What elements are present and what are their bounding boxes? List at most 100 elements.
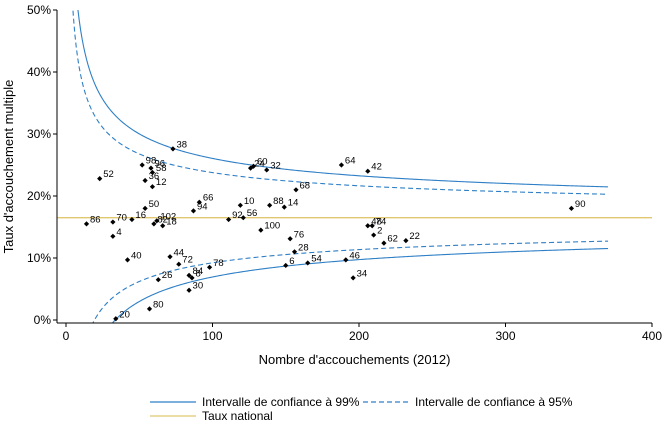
data-point-label: 44 bbox=[174, 247, 185, 258]
data-point-marker bbox=[287, 236, 293, 242]
data-point-marker bbox=[142, 177, 148, 184]
data-point-marker bbox=[190, 208, 197, 214]
data-point-label: 98 bbox=[146, 156, 157, 167]
data-point-label: 54 bbox=[311, 253, 322, 264]
data-point-label: 74 bbox=[376, 216, 387, 227]
data-point-marker bbox=[258, 227, 264, 233]
data-point-label: 88 bbox=[273, 196, 284, 207]
data-point-marker bbox=[267, 202, 273, 208]
data-point-label: 46 bbox=[349, 250, 360, 261]
data-point-label: 84 bbox=[193, 266, 204, 277]
data-point-marker bbox=[350, 275, 356, 281]
x-tick-label: 300 bbox=[495, 329, 515, 343]
data-point-label: 26 bbox=[162, 270, 173, 281]
data-point-marker bbox=[155, 277, 161, 283]
data-point-label: 36 bbox=[149, 171, 160, 182]
data-point-label: 56 bbox=[247, 208, 258, 219]
x-tick-label: 0 bbox=[63, 329, 70, 343]
data-point-label: 62 bbox=[387, 234, 398, 245]
data-point-label: 102 bbox=[160, 211, 176, 222]
data-point-label: 32 bbox=[270, 160, 281, 171]
data-point-label: 70 bbox=[116, 213, 127, 224]
x-tick-label: 400 bbox=[642, 329, 662, 343]
data-point-marker bbox=[113, 316, 119, 322]
data-point-marker bbox=[343, 257, 349, 263]
data-point-label: 90 bbox=[575, 199, 586, 210]
data-point-marker bbox=[97, 176, 103, 182]
data-point-label: 86 bbox=[90, 214, 101, 225]
data-point-marker bbox=[371, 232, 377, 238]
data-point-marker bbox=[129, 216, 135, 223]
y-tick-label: 40% bbox=[27, 65, 51, 79]
data-point-label: 48 bbox=[371, 216, 382, 227]
y-tick-label: 20% bbox=[27, 189, 51, 203]
x-tick-label: 200 bbox=[349, 329, 369, 343]
data-point-label: 52 bbox=[103, 169, 114, 180]
data-point-label: 72 bbox=[182, 255, 193, 266]
data-point-marker bbox=[124, 257, 131, 263]
data-point-label: 58 bbox=[156, 163, 167, 174]
data-point-label: 80 bbox=[153, 299, 164, 310]
y-tick-label: 50% bbox=[27, 3, 51, 17]
y-tick-label: 10% bbox=[27, 251, 51, 265]
data-point-label: 66 bbox=[203, 193, 214, 204]
data-point-marker bbox=[110, 219, 116, 225]
data-point-label: 20 bbox=[119, 309, 130, 320]
data-point-marker bbox=[186, 287, 192, 293]
data-point-marker bbox=[160, 223, 166, 229]
data-point-marker bbox=[110, 233, 116, 239]
data-point-label: 22 bbox=[409, 231, 420, 242]
data-point-marker bbox=[142, 205, 148, 211]
data-point-marker bbox=[281, 204, 287, 210]
data-point-marker bbox=[176, 261, 182, 267]
data-point-marker bbox=[170, 146, 176, 152]
data-point-marker bbox=[338, 162, 345, 168]
data-point-marker bbox=[283, 262, 289, 269]
data-point-label: 10 bbox=[244, 196, 255, 207]
lower-limit-99 bbox=[111, 247, 609, 323]
data-point-marker bbox=[83, 221, 90, 227]
data-point-marker bbox=[189, 275, 195, 281]
upper-limit-99 bbox=[77, 10, 609, 188]
data-point-label: 64 bbox=[345, 156, 356, 167]
data-point-label: 94 bbox=[197, 201, 208, 212]
data-point-marker bbox=[226, 216, 232, 223]
data-point-marker bbox=[381, 240, 387, 246]
data-point-marker bbox=[264, 167, 270, 173]
data-point-marker bbox=[149, 184, 156, 190]
x-axis-title: Nombre d'accouchements (2012) bbox=[259, 352, 451, 367]
lower-limit-95 bbox=[92, 240, 609, 323]
data-point-marker bbox=[568, 205, 575, 211]
data-point-label: 100 bbox=[264, 221, 280, 232]
data-point-label: 40 bbox=[131, 250, 142, 261]
data-point-label: 18 bbox=[166, 216, 177, 227]
upper-limit-95 bbox=[72, 10, 609, 195]
data-point-label: 38 bbox=[176, 139, 187, 150]
data-point-label: 78 bbox=[213, 258, 224, 269]
data-point-label: 28 bbox=[298, 242, 309, 253]
data-point-label: 16 bbox=[135, 210, 146, 221]
legend: Intervalle de confiance à 99% Intervalle … bbox=[150, 395, 573, 423]
data-point-marker bbox=[365, 168, 371, 174]
data-point-label: 12 bbox=[156, 177, 167, 188]
legend-label: Intervalle de confiance à 95% bbox=[415, 395, 573, 409]
x-tick-label: 100 bbox=[202, 329, 222, 343]
legend-label: Intervalle de confiance à 99% bbox=[202, 395, 360, 409]
data-point-marker bbox=[369, 223, 375, 229]
data-point-marker bbox=[151, 221, 157, 227]
data-point-label: 92 bbox=[232, 210, 243, 221]
data-point-label: 50 bbox=[149, 199, 160, 210]
axes: 0% 10% 20% 30% 40% 50% 0 100 200 300 400 bbox=[27, 3, 662, 343]
data-point-marker bbox=[154, 218, 160, 224]
data-point-label: 2 bbox=[377, 226, 382, 237]
data-point-label: 6 bbox=[289, 256, 294, 267]
data-point-label: 8 bbox=[195, 268, 200, 279]
data-point-label: 34 bbox=[357, 268, 368, 279]
y-axis-title: Taux d'accouchement multiple bbox=[1, 80, 16, 254]
data-point-marker bbox=[291, 249, 298, 255]
data-points: 2468101214161820222426283032343638404244… bbox=[83, 139, 586, 322]
data-point-label: 76 bbox=[294, 229, 305, 240]
data-point-marker bbox=[149, 169, 156, 176]
data-point-marker bbox=[305, 260, 311, 266]
